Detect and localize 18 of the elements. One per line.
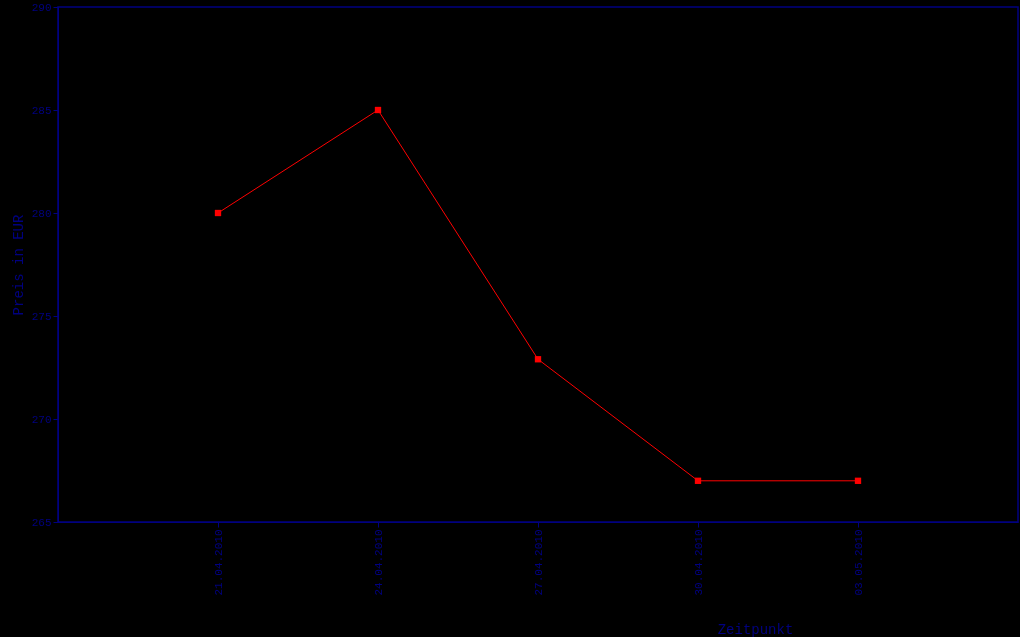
y-tick-label: 280	[31, 207, 52, 220]
point	[694, 477, 702, 484]
y-axis-title: Preis in EUR	[10, 214, 27, 316]
point	[854, 477, 862, 484]
point	[214, 209, 222, 217]
x-tick-label: 24.04.2010	[372, 529, 385, 596]
x-tick-label: 21.04.2010	[212, 529, 225, 596]
x-tick-label: 30.04.2010	[692, 529, 705, 596]
y-tick-label: 275	[31, 310, 52, 323]
x-tick-label: 27.04.2010	[532, 529, 545, 596]
y-tick-label: 265	[31, 516, 52, 529]
y-tick-label: 270	[31, 413, 52, 426]
y-tick-label: 285	[31, 104, 52, 117]
y-tick-label: 290	[31, 1, 52, 14]
x-tick-label: 03.05.2010	[852, 529, 865, 596]
point	[534, 356, 542, 363]
point	[374, 106, 382, 114]
x-axis-title: Zeitpunkt	[717, 621, 794, 637]
